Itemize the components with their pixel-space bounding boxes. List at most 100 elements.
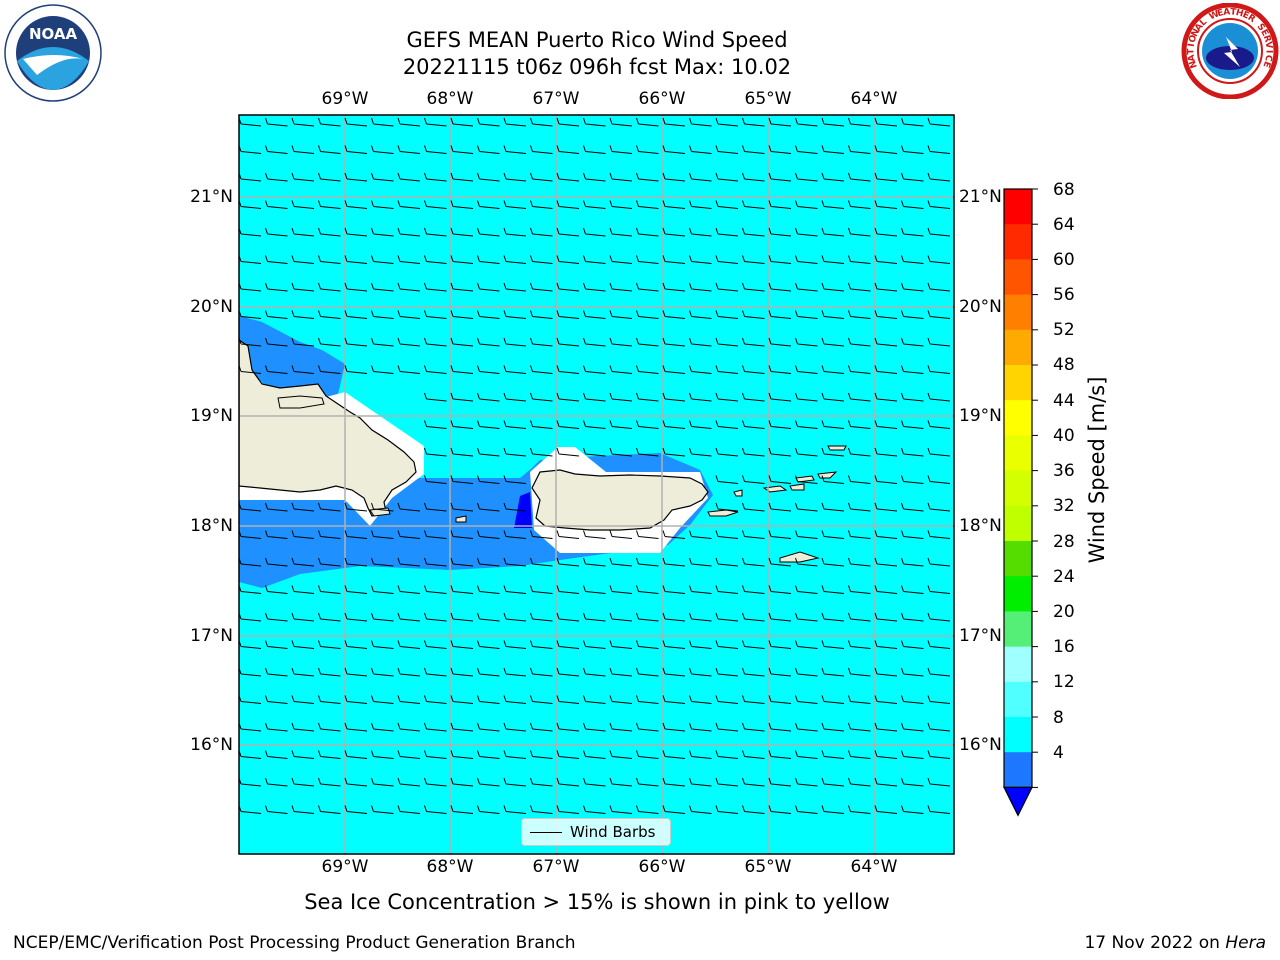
wind-barb (901, 227, 924, 237)
wind-barb (609, 722, 633, 732)
wind-barb (609, 805, 633, 814)
wind-barb (503, 475, 527, 484)
wind-barb (742, 255, 765, 264)
wind-barb (424, 585, 447, 594)
wind-barb (424, 255, 447, 264)
wind-barb (901, 640, 924, 649)
wind-barb (795, 805, 818, 814)
wind-barb (450, 502, 474, 512)
wind-barb (397, 502, 421, 512)
wind-barb (424, 227, 447, 237)
wind-barb (318, 502, 341, 512)
wind-barb (477, 392, 500, 402)
colorbar-tick: 56 (1053, 285, 1075, 305)
wind-barb (821, 310, 845, 319)
wind-barb (291, 530, 315, 539)
wind-barb (715, 310, 739, 319)
wind-barb (450, 722, 474, 732)
wind-barb (556, 227, 580, 237)
wind-barb (397, 805, 421, 814)
wind-barb (609, 557, 633, 567)
wind-barb (450, 337, 474, 347)
wind-barb (450, 530, 474, 539)
wind-barb (344, 200, 368, 209)
wind-barb (848, 227, 871, 237)
colorbar-segment (1004, 681, 1032, 718)
colorbar-extend-arrow (1003, 786, 1033, 817)
wind-barb (742, 530, 765, 539)
wind-barb (503, 640, 527, 649)
wind-barb (583, 145, 606, 154)
wind-barb (424, 640, 447, 649)
wind-barb (397, 585, 421, 594)
wind-barb (609, 172, 633, 182)
wind-barb (530, 310, 553, 319)
wind-barb (848, 420, 871, 429)
wind-barb (583, 695, 606, 704)
wind-barb (662, 750, 686, 759)
colorbar-segment (1004, 611, 1032, 648)
wind-barb (450, 282, 474, 292)
wind-barb (530, 640, 553, 649)
wind-barb (927, 447, 951, 457)
wind-barb (768, 585, 792, 594)
wind-barb (397, 172, 421, 182)
wind-barb (821, 475, 845, 484)
wind-barb (848, 145, 871, 154)
wind-barb (530, 612, 553, 622)
wind-barb (291, 227, 315, 237)
wind-barb (556, 200, 580, 209)
wind-barb (901, 172, 924, 182)
wind-barb (715, 667, 739, 677)
wind-barb (477, 365, 500, 374)
lat-label-left: 20°N (190, 297, 233, 317)
wind-barb (503, 585, 527, 594)
wind-barb (583, 447, 606, 457)
colorbar-tick: 52 (1053, 320, 1075, 340)
wind-barb (821, 805, 845, 814)
wind-barb (662, 310, 686, 319)
wind-barb (503, 337, 527, 347)
wind-barb (397, 557, 421, 567)
wind-barb (556, 337, 580, 347)
wind-barb (662, 117, 686, 127)
wind-barb (768, 310, 792, 319)
wind-barb (927, 282, 951, 292)
wind-barb (689, 667, 712, 677)
wind-barb (477, 585, 500, 594)
wind-barb (344, 750, 368, 759)
wind-barb (450, 255, 474, 264)
wind-barb (821, 337, 845, 347)
nws-logo-letter: T (1230, 7, 1238, 18)
wind-barb (291, 310, 315, 319)
wind-barb (662, 447, 686, 457)
wind-barb (318, 172, 341, 182)
wind-barb (265, 310, 288, 319)
colorbar-tick: 60 (1053, 250, 1075, 270)
legend-label: Wind Barbs (570, 823, 656, 841)
wind-barb (901, 722, 924, 732)
nws-logo-letter: C (1262, 54, 1273, 63)
wind-barb (821, 530, 845, 539)
wind-barb (477, 447, 500, 457)
lat-label-right: 21°N (959, 187, 1002, 207)
wind-barb (371, 750, 394, 759)
wind-barb (371, 530, 394, 539)
wind-barb (874, 612, 898, 622)
wind-barb (795, 585, 818, 594)
wind-barb (795, 365, 818, 374)
wind-barb (450, 805, 474, 814)
wind-barb (477, 502, 500, 512)
wind-barb (424, 695, 447, 704)
wind-barb (715, 502, 739, 512)
wind-barb (318, 282, 341, 292)
wind-barb (795, 255, 818, 264)
wind-barb (318, 750, 341, 759)
wind-barb (291, 805, 315, 814)
wind-barb (742, 722, 765, 732)
wind-barb (503, 695, 527, 704)
wind-barb (503, 392, 527, 402)
nws-logo-letter: V (1263, 41, 1274, 49)
wind-barb (609, 392, 633, 402)
